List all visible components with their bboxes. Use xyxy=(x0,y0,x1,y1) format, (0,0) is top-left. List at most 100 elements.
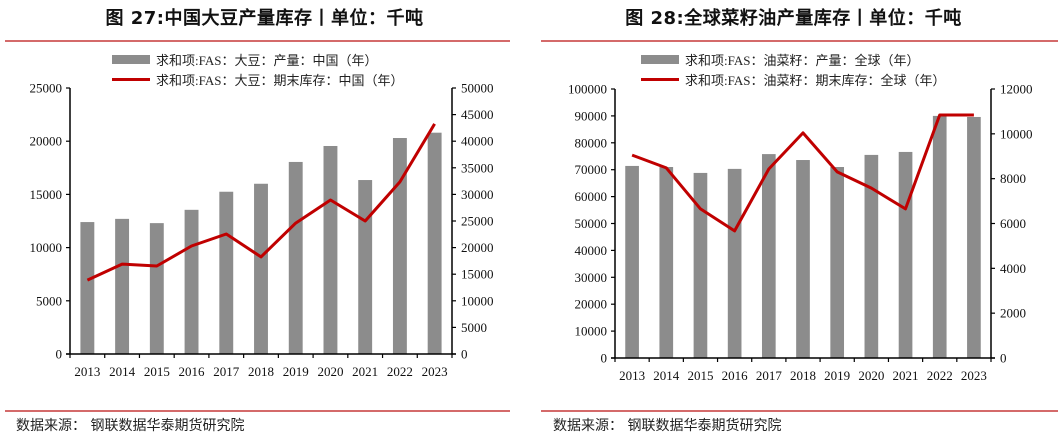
x-tick-label: 2016 xyxy=(179,364,206,379)
y-tick-right: 0 xyxy=(461,347,468,362)
bar-2013 xyxy=(80,222,95,354)
x-tick-label: 2023 xyxy=(961,368,987,383)
bar-2021 xyxy=(898,151,913,358)
bar-2021 xyxy=(358,180,373,354)
x-tick-label: 2016 xyxy=(722,368,749,383)
y-tick-right: 50000 xyxy=(461,81,494,96)
y-tick-left: 20000 xyxy=(30,134,63,149)
y-tick-right: 40000 xyxy=(461,134,494,149)
x-tick-label: 2018 xyxy=(248,364,274,379)
x-tick-label: 2017 xyxy=(213,364,240,379)
y-tick-right: 5000 xyxy=(461,320,487,335)
x-tick-label: 2022 xyxy=(387,364,413,379)
x-tick-label: 2020 xyxy=(858,368,884,383)
x-tick-label: 2021 xyxy=(893,368,919,383)
source-note: 数据来源： 钢联数据华泰期货研究院 xyxy=(16,418,245,434)
x-tick-label: 2020 xyxy=(317,364,343,379)
x-tick-label: 2015 xyxy=(687,368,713,383)
bar-2014 xyxy=(115,218,130,354)
y-tick-left: 40000 xyxy=(575,243,608,258)
x-tick-label: 2019 xyxy=(283,364,309,379)
y-tick-left: 30000 xyxy=(575,270,608,285)
y-tick-right: 8000 xyxy=(1000,171,1026,186)
y-tick-left: 25000 xyxy=(30,81,63,96)
bar-2015 xyxy=(693,172,708,358)
bar-2015 xyxy=(149,223,164,354)
y-tick-left: 100000 xyxy=(568,82,607,97)
bar-2022 xyxy=(392,138,407,354)
y-tick-left: 60000 xyxy=(575,189,608,204)
chart-panel-rapeseed: 图 28:全球菜籽油产量库存丨单位：千吨 求和项:FAS：油菜籽：产量：全球（年… xyxy=(529,0,1058,439)
legend: 求和项:FAS：大豆：产量：中国（年） 求和项:FAS：大豆：期末库存：中国（年） xyxy=(112,53,404,88)
legend-label-line: 求和项:FAS：大豆：期末库存：中国（年） xyxy=(156,73,404,88)
bar-2019 xyxy=(288,161,303,354)
bar-2017 xyxy=(761,154,776,358)
y-tick-right: 6000 xyxy=(1000,216,1026,231)
chart-title: 图 28:全球菜籽油产量库存丨单位：千吨 xyxy=(625,8,962,29)
bar-2023 xyxy=(427,132,442,354)
bar-2018 xyxy=(796,160,810,358)
bar-2022 xyxy=(932,115,947,359)
x-tick-label: 2014 xyxy=(653,368,680,383)
bar-2020 xyxy=(864,154,879,358)
y-tick-left: 80000 xyxy=(575,135,608,150)
legend-label-bar: 求和项:FAS：油菜籽：产量：全球（年） xyxy=(685,53,920,68)
y-tick-left: 0 xyxy=(601,351,608,366)
y-tick-right: 4000 xyxy=(1000,261,1026,276)
line-series xyxy=(631,113,974,233)
bar-2013 xyxy=(625,165,639,358)
top-divider xyxy=(5,40,510,42)
x-tick-label: 2014 xyxy=(109,364,136,379)
y-tick-right: 35000 xyxy=(461,160,494,175)
legend-label-bar: 求和项:FAS：大豆：产量：中国（年） xyxy=(156,53,378,68)
legend: 求和项:FAS：油菜籽：产量：全球（年） 求和项:FAS：油菜籽：期末库存：全球（… xyxy=(641,53,946,88)
chart-soybean: 求和项:FAS：大豆：产量：中国（年） 求和项:FAS：大豆：期末库存：中国（年）… xyxy=(30,53,494,379)
x-tick-label: 2013 xyxy=(619,368,645,383)
x-tick-label: 2015 xyxy=(144,364,170,379)
x-tick-label: 2019 xyxy=(824,368,850,383)
chart-panel-soybean: 图 27:中国大豆产量库存丨单位：千吨 求和项:FAS：大豆：产量：中国（年）求… xyxy=(5,8,510,434)
y-tick-right: 2000 xyxy=(1000,306,1026,321)
y-tick-left: 90000 xyxy=(575,108,608,123)
y-tick-left: 10000 xyxy=(575,324,608,339)
y-tick-right: 20000 xyxy=(461,240,494,255)
chart-rapeseed: 求和项:FAS：油菜籽：产量：全球（年） 求和项:FAS：油菜籽：期末库存：全球（… xyxy=(568,53,1033,383)
y-tick-left: 50000 xyxy=(575,216,608,231)
y-tick-left: 10000 xyxy=(30,240,63,255)
bottom-divider xyxy=(541,410,1058,412)
bar-2017 xyxy=(219,191,234,354)
bar-2023 xyxy=(967,116,981,358)
legend-label-line: 求和项:FAS：油菜籽：期末库存：全球（年） xyxy=(685,73,946,88)
x-tick-label: 2017 xyxy=(756,368,783,383)
bar-2020 xyxy=(323,145,338,354)
y-tick-left: 70000 xyxy=(575,162,608,177)
x-tick-label: 2021 xyxy=(352,364,378,379)
chart-title: 图 27:中国大豆产量库存丨单位：千吨 xyxy=(105,8,424,29)
y-tick-right: 45000 xyxy=(461,107,494,122)
bar-2014 xyxy=(659,167,674,358)
bar-2019 xyxy=(830,167,845,358)
y-tick-right: 10000 xyxy=(461,293,494,308)
x-tick-label: 2023 xyxy=(422,364,448,379)
y-tick-left: 15000 xyxy=(30,187,63,202)
x-tick-label: 2013 xyxy=(74,364,100,379)
y-tick-left: 20000 xyxy=(575,297,608,312)
x-tick-label: 2022 xyxy=(927,368,953,383)
y-tick-right: 0 xyxy=(1000,351,1007,366)
legend-line-swatch xyxy=(641,78,679,81)
source-note: 数据来源： 钢联数据华泰期货研究院 xyxy=(553,418,782,434)
line-series xyxy=(86,123,436,282)
top-divider xyxy=(541,40,1058,42)
y-tick-right: 25000 xyxy=(461,214,494,229)
y-tick-right: 30000 xyxy=(461,187,494,202)
legend-bar-swatch xyxy=(641,55,679,64)
bar-2016 xyxy=(727,168,742,358)
y-tick-left: 0 xyxy=(56,347,63,362)
bar-2018 xyxy=(254,183,268,354)
bar-2016 xyxy=(184,209,199,354)
y-tick-right: 15000 xyxy=(461,267,494,282)
y-tick-left: 5000 xyxy=(36,293,62,308)
bottom-divider xyxy=(5,410,510,412)
legend-bar-swatch xyxy=(112,55,150,64)
y-tick-right: 12000 xyxy=(1000,82,1033,97)
